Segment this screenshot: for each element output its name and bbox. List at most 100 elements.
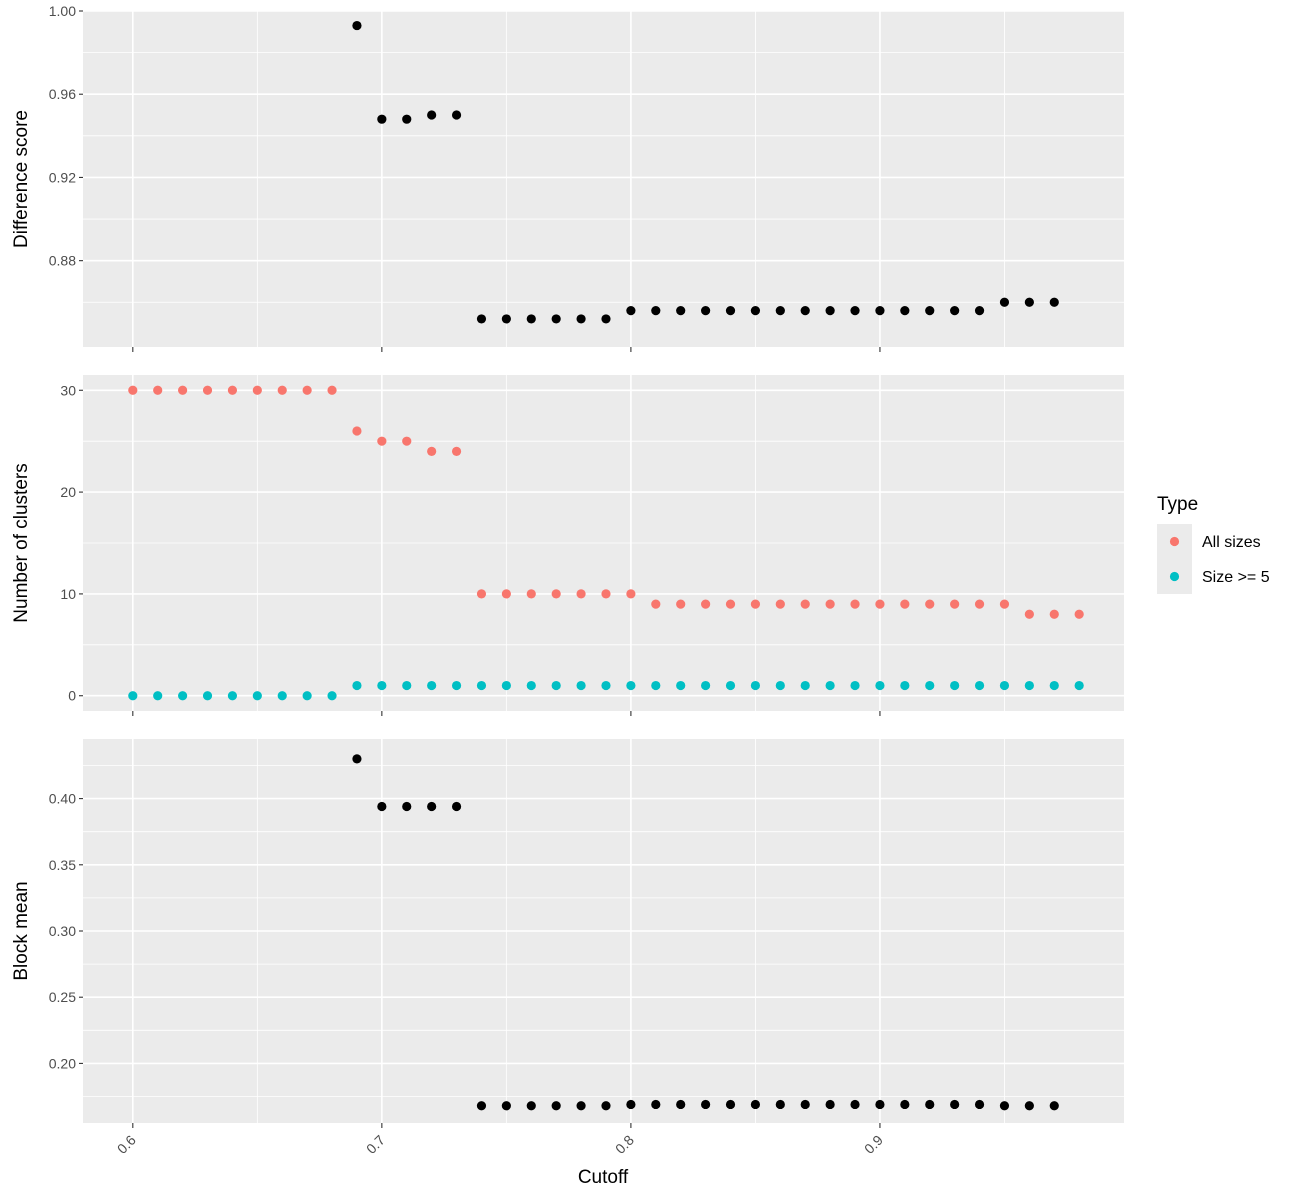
data-point [701,599,711,609]
data-point [377,114,387,124]
data-point [825,305,835,316]
data-point [327,691,337,701]
y-tick-label: 0.30 [49,923,76,939]
panel-background [83,11,1124,347]
data-point [850,1099,860,1110]
data-point [950,1099,960,1110]
data-point [402,436,412,446]
data-point [775,599,785,609]
data-point [402,801,412,812]
data-point [476,1101,487,1111]
data-point [725,305,736,316]
data-point [626,589,636,599]
data-point [427,801,437,812]
data-point [252,691,262,701]
data-point [925,305,935,316]
data-point [950,599,960,609]
data-point [576,314,586,324]
data-point [451,801,462,812]
data-point [128,385,138,395]
y-tick-label: 30 [60,382,76,398]
y-tick-label: 0.35 [49,857,76,873]
data-point [800,305,810,316]
data-point [701,1099,711,1110]
legend-label: All sizes [1202,534,1261,551]
data-point [701,305,711,316]
data-point [1049,1101,1059,1111]
data-point [551,589,561,599]
x-tick-label: 0.7 [363,1132,388,1157]
data-point [377,436,387,446]
y-tick-label: 0.88 [49,253,76,269]
data-point [950,680,960,691]
data-point [900,305,910,316]
data-point [352,754,362,764]
data-point [327,385,337,395]
data-point [1049,297,1059,307]
data-point [377,801,387,812]
data-point [800,599,810,609]
data-point [925,680,935,691]
data-point [800,1099,810,1110]
series-1 [352,20,1059,324]
data-point [900,1099,910,1110]
data-point [1024,680,1034,691]
data-point [601,314,611,324]
data-point [576,1101,586,1111]
data-point [750,680,761,691]
data-point [900,599,910,609]
data-point [526,589,536,599]
y-tick-label: 0.40 [49,791,76,807]
data-point [925,599,935,609]
data-point [900,680,910,691]
data-point [775,680,785,691]
legend-entries: All sizes Size >= 5 [1157,524,1270,594]
data-point [750,305,761,316]
y-tick-label: 0.20 [49,1055,76,1071]
data-point [925,1099,935,1110]
y-axis-title: Difference score [11,110,32,248]
legend-entry: All sizes [1157,524,1261,559]
series-1 [128,385,1084,619]
legend: Type All sizes Size >= 5 [1157,494,1270,594]
data-point [451,446,462,456]
data-point [800,680,810,691]
data-point [825,680,835,691]
panels: 1.00 0.96 0.92 0.88 Difference score 30 20 10 0 N… [11,3,1124,1157]
data-point [825,1099,835,1110]
data-point [427,446,437,456]
x-tick-label: 0.8 [612,1132,637,1157]
data-point [850,599,860,609]
data-point [651,680,661,691]
data-point [501,680,511,691]
y-axis-title: Block mean [11,881,32,980]
data-point [676,599,686,609]
data-point [451,110,462,120]
data-point [850,305,860,316]
legend-title: Type [1157,494,1198,515]
data-point [825,599,835,609]
data-point [202,385,213,395]
series-1 [352,754,1059,1111]
data-point [153,385,163,395]
y-tick-label: 0.25 [49,989,76,1005]
data-point [875,680,885,691]
data-point [277,385,287,395]
data-point [178,385,188,395]
data-point [974,599,985,609]
data-point [576,589,586,599]
data-point [601,1101,611,1111]
data-point [451,680,462,691]
legend-entry: Size >= 5 [1157,559,1270,594]
x-tick-label: 0.9 [861,1132,886,1157]
data-point [626,1099,636,1110]
data-point [999,680,1010,691]
legend-key-point [1169,536,1180,547]
data-point [974,680,985,691]
data-point [1074,609,1084,619]
data-point [352,20,362,31]
data-point [651,1099,661,1110]
data-point [178,691,188,701]
series-2 [128,680,1084,701]
data-point [576,680,586,691]
